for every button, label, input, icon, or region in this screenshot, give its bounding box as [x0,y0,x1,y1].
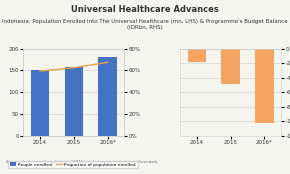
Bar [65,67,83,136]
Bar [221,49,240,84]
Legend: People enrolled, Proportion of population enrolled: People enrolled, Proportion of populatio… [8,161,137,168]
Bar [31,70,49,136]
Text: Source: Indonesia Investments *2016 are Indonesia investment forecasts.: Source: Indonesia Investments *2016 are … [6,160,158,164]
Text: Indonesia: Population Enrolled Into The Universal Healthcare (mn, LHS) & Program: Indonesia: Population Enrolled Into The … [2,19,288,30]
Text: Universal Healthcare Advances: Universal Healthcare Advances [71,5,219,14]
Bar [98,57,117,136]
Bar [255,49,274,123]
Bar [188,49,206,62]
